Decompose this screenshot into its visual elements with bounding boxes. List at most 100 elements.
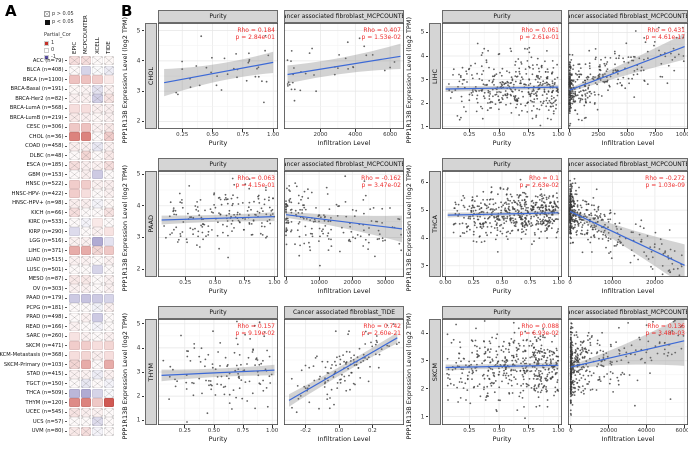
heatmap-row [69,379,115,389]
heatmap-row [69,75,115,85]
heatmap-cell [92,350,103,360]
heatmap-cell [92,293,103,303]
y-tick-mark [141,173,144,175]
heatmap-cell [69,160,80,170]
facet-strip-title: Cancer associated fibroblast_MCPCOUNTER [284,158,404,171]
heatmap-row-label: BRCA-Basal (n=191) [0,85,67,95]
heatmap-row [69,198,115,209]
heatmap-cell [69,132,80,142]
facet-pair-PAAD: PPP1R13B Expression Level (log2 TPM) 2 3 4 5… [120,152,404,300]
heatmap-cell [80,246,91,256]
heatmap-cell [69,189,80,199]
heatmap-cell [69,388,80,398]
x-tick-mark [181,129,183,132]
heatmap-cell [92,407,103,417]
heatmap-row-label: BRCA-Her2 (n=82) [0,94,67,104]
heatmap-cell [69,246,80,256]
y-tick-label: 3 [136,87,141,95]
y-tick-mark [425,237,428,239]
facet-strip-title: Purity [442,158,562,171]
facet-strip-title: Cancer associated fibroblast_MCPCOUNTER [568,306,688,319]
x-tick-mark [626,129,628,132]
heatmap-row-label: GBM (n=153) [0,170,67,180]
heatmap-cell [103,236,114,246]
panel-a-label: A [5,2,17,20]
x-tick-label: 1.00 [267,132,280,138]
x-tick-label: 0.00 [439,280,452,286]
heatmap-cell [103,227,114,237]
x-axis-label: Purity [208,139,228,147]
heatmap-cell [92,94,103,104]
heatmap-cell [103,293,114,303]
x-tick-mark [569,129,571,132]
heatmap-cell [69,379,80,389]
y-tick-label: 3 [420,262,425,270]
heatmap-cell [92,341,103,351]
heatmap-row [69,246,115,256]
x-axis-label: Purity [208,435,228,443]
heatmap-cell [92,322,103,332]
heatmap-row-label: BRCA (n=1100) [0,75,67,85]
heatmap-cell [103,122,114,132]
heatmap-row-label: CHOL (n=36) [0,132,67,142]
y-tick-label: 3 [420,357,425,365]
x-tick-mark [371,425,373,428]
x-tick-mark [389,129,391,132]
x-tick-label: 40000 [637,428,656,434]
heatmap-cell [103,274,114,284]
heatmap-row-label: THCA (n=509) [0,389,67,399]
heatmap-cell [92,246,103,256]
heatmap-cell [69,84,80,94]
x-tick-label: 60000 [675,428,688,434]
cancer-strip-THYM: THYM [145,319,157,425]
heatmap-cell [92,103,103,113]
svg-text:Rho = 0.184: Rho = 0.184 [237,27,275,34]
x-tick-mark [528,129,530,132]
heatmap-cell [80,170,91,180]
heatmap-cell [69,255,80,265]
heatmap-row-labels: ACC (n=79) BLCA (n=408) BRCA (n=1100) BRCA-… [0,56,67,436]
heatmap-cell [80,132,91,142]
y-axis-ticks: 1 2 3 4 5 [131,319,144,425]
svg-text:Rho = 0.061: Rho = 0.061 [521,27,559,34]
heatmap-cell [69,236,80,246]
x-tick-mark [501,277,503,280]
x-tick-label: 10000 [310,280,328,286]
x-axis-ticks: 2000 4000 6000 [284,129,404,139]
heatmap-cell [103,56,114,66]
y-tick-mark [425,209,428,211]
heatmap-row [69,217,115,228]
x-axis-ticks: 0 10000 20000 [568,277,688,287]
x-tick-label: 20000 [646,280,664,286]
x-axis-ticks: 0 20000 40000 60000 [568,425,688,435]
x-tick-label: 0.50 [208,280,222,286]
x-tick-mark [598,129,599,132]
x-axis-ticks: -0.2 0.0 0.2 [284,425,404,435]
heatmap-cell [69,293,80,303]
facet-strip-title: Cancer associated fibroblast_MCPCOUNTER [568,10,688,23]
y-tick-mark [141,205,144,207]
x-tick-mark [684,129,685,132]
y-tick-mark [141,419,144,421]
heatmap-cell [80,179,91,189]
y-tick-mark [141,90,144,92]
heatmap-cell [92,369,103,379]
x-tick-mark [558,129,559,132]
heatmap-cell [103,322,114,332]
heatmap-column-headers: EPIC MCPCOUNTER XCELL TIDE [69,8,117,54]
heatmap-row-label: UCEC (n=545) [0,408,67,418]
facet-pair-THYM: PPP1R13B Expression Level (log2 TPM) 1 2 3 4… [120,300,404,448]
heatmap-row [69,103,115,114]
heatmap-cell [103,113,114,123]
heatmap-row-label: THYM (n=120) [0,398,67,408]
heatmap-cell [92,208,103,218]
y-tick-label: 4 [136,344,141,352]
heatmap-cell [80,56,91,66]
x-tick-mark [655,129,657,132]
x-tick-mark [558,425,559,428]
x-tick-label: 10000 [603,280,622,286]
x-tick-label: 0.2 [367,428,377,434]
x-axis-label: Infiltration Level [317,287,371,295]
